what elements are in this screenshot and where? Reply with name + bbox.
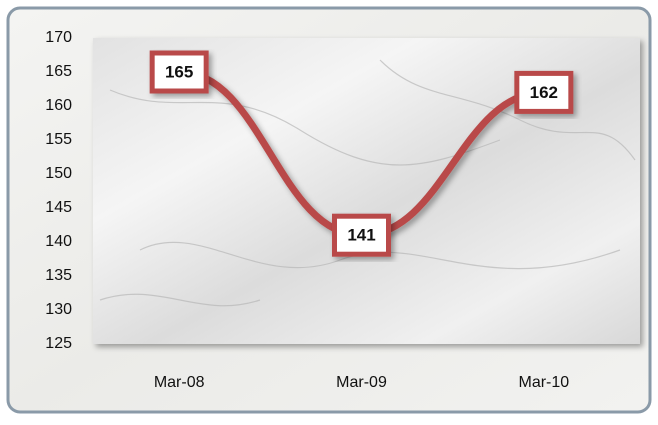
- chart: 125 130 135 140 145 150 155 160 165 170 Mar-08 Mar-…: [0, 0, 658, 425]
- data-label: 165: [152, 53, 206, 91]
- data-label: 162: [517, 73, 571, 111]
- y-tick-label: 165: [45, 63, 72, 80]
- data-label-text: 141: [347, 226, 375, 245]
- y-tick-label: 170: [45, 29, 72, 46]
- y-tick-label: 140: [45, 233, 72, 250]
- y-tick-label: 150: [45, 165, 72, 182]
- data-label-text: 162: [530, 83, 558, 102]
- data-label-text: 165: [165, 62, 193, 81]
- x-tick-label: Mar-10: [518, 374, 569, 391]
- y-tick-label: 130: [45, 301, 72, 318]
- x-tick-label: Mar-09: [336, 374, 387, 391]
- y-tick-label: 125: [45, 335, 72, 352]
- page: 125 130 135 140 145 150 155 160 165 170 Mar-08 Mar-…: [0, 0, 658, 425]
- y-tick-label: 145: [45, 199, 72, 216]
- x-tick-label: Mar-08: [154, 374, 205, 391]
- y-tick-label: 155: [45, 131, 72, 148]
- data-label: 141: [335, 216, 389, 254]
- y-tick-label: 160: [45, 97, 72, 114]
- y-tick-label: 135: [45, 267, 72, 284]
